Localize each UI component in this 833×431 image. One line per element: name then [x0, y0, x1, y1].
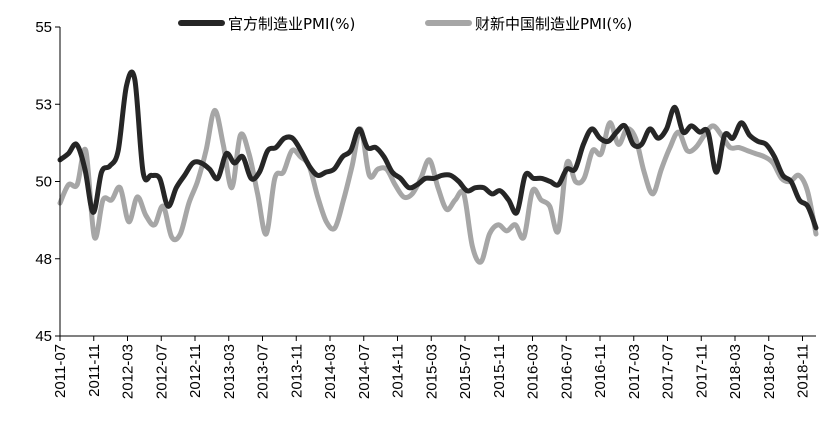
- x-tick-label: 2014-03: [322, 344, 339, 399]
- x-tick-label: 2015-07: [457, 344, 474, 399]
- x-tick-label: 2012-03: [120, 344, 137, 399]
- legend-label-caixin-pmi: 财新中国制造业PMI(%): [475, 15, 632, 33]
- x-tick-label: 2017-03: [626, 344, 643, 399]
- y-tick-label: 45: [35, 328, 52, 345]
- series-line-caixin-pmi: [57, 107, 819, 265]
- x-tick-label: 2018-11: [795, 344, 812, 398]
- series-line-official-pmi: [57, 69, 819, 231]
- legend: 官方制造业PMI(%) 财新中国制造业PMI(%): [178, 15, 632, 33]
- x-tick-label: 2014-11: [390, 344, 407, 398]
- x-tick-label: 2018-07: [761, 344, 778, 399]
- x-tick-label: 2016-11: [592, 344, 609, 398]
- x-tick-label: 2016-07: [558, 344, 575, 399]
- x-tick-label: 2017-07: [660, 344, 677, 399]
- y-tick-label: 50: [35, 174, 52, 191]
- x-tick-label: 2011-11: [86, 344, 103, 397]
- x-tick-label: 2012-11: [187, 344, 204, 398]
- axes: 45 48 50 53 55 2011-07 2011-11 2012-03 2012-07 20…: [35, 19, 816, 399]
- series-layer: [57, 69, 819, 265]
- x-tick-label: 2013-11: [288, 344, 305, 398]
- x-tick-label: 2011-07: [52, 344, 69, 398]
- x-tick-label: 2015-11: [491, 344, 508, 398]
- x-tick-label: 2013-03: [221, 344, 238, 399]
- y-tick-label: 53: [35, 96, 52, 113]
- x-tick-label: 2016-03: [525, 344, 542, 399]
- x-tick-label: 2012-07: [153, 344, 170, 399]
- x-tick-label: 2017-11: [693, 344, 710, 398]
- y-tick-label: 48: [35, 251, 52, 268]
- y-tick-label: 55: [35, 19, 52, 36]
- legend-label-official-pmi: 官方制造业PMI(%): [228, 15, 355, 33]
- x-tick-label: 2013-07: [255, 344, 272, 399]
- x-tick-label: 2014-07: [356, 344, 373, 399]
- x-tick-label: 2015-03: [423, 344, 440, 399]
- x-tick-label: 2018-03: [727, 344, 744, 399]
